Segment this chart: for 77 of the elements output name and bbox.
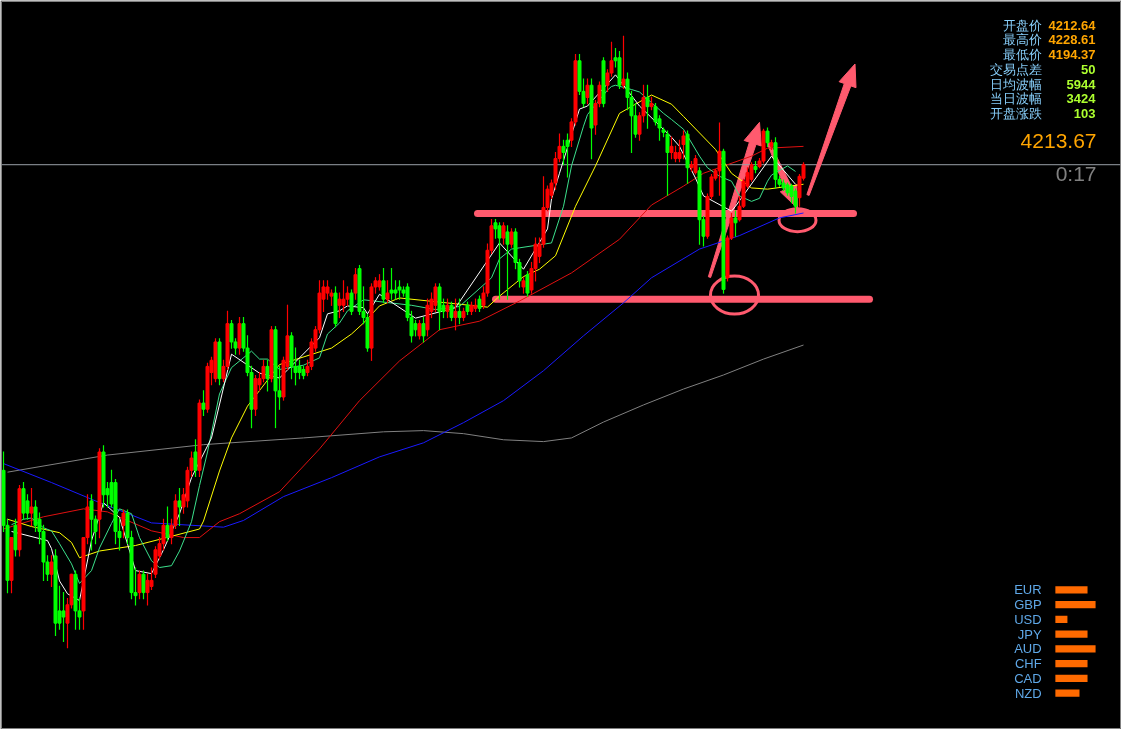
- candlestick: [717, 122, 722, 196]
- candlestick: [381, 268, 386, 303]
- candlestick: [177, 488, 182, 526]
- candlestick: [621, 35, 626, 89]
- bar: [1055, 600, 1096, 609]
- candlestick: [733, 210, 738, 237]
- candlestick: [565, 133, 570, 178]
- candlestick: [297, 359, 302, 380]
- candlestick: [393, 280, 398, 300]
- candlestick: [89, 494, 94, 551]
- text: 50: [1081, 61, 1096, 77]
- y-tick-label: USD: [1014, 611, 1042, 627]
- candlestick: [385, 280, 390, 303]
- candlestick: [585, 78, 590, 105]
- candlestick: [165, 506, 170, 542]
- text: 103: [1073, 106, 1096, 122]
- text: 0:17: [1055, 161, 1097, 185]
- y-tick-label: GBP: [1014, 597, 1042, 613]
- text: 交易点差: [989, 61, 1042, 77]
- candlestick: [681, 130, 686, 160]
- bar: [1055, 659, 1088, 668]
- text: 开盘价: [1002, 17, 1042, 33]
- candlestick: [29, 488, 34, 526]
- candlestick: [49, 555, 54, 588]
- candlestick: [337, 292, 342, 319]
- candlestick: [497, 222, 502, 300]
- text: 当日波幅: [989, 91, 1042, 107]
- candlestick: [349, 289, 354, 316]
- candlestick: [793, 188, 798, 214]
- candlestick: [457, 298, 462, 325]
- candlestick: [141, 570, 146, 600]
- candlestick: [765, 127, 770, 147]
- y-tick-label: JPY: [1017, 626, 1042, 642]
- candlestick: [645, 84, 650, 129]
- candlestick: [505, 225, 510, 300]
- y-tick-label: NZD: [1014, 685, 1042, 701]
- candlestick: [193, 439, 198, 478]
- bar: [1055, 645, 1096, 653]
- bar: [1055, 586, 1088, 594]
- text: 3424: [1066, 91, 1097, 107]
- candlestick: [509, 228, 514, 248]
- bar: [1055, 689, 1080, 697]
- text: 日均波幅: [989, 76, 1042, 92]
- text: 开盘涨跌: [989, 106, 1042, 122]
- y-tick-label: EUR: [1014, 582, 1042, 598]
- candlestick: [417, 319, 422, 340]
- bar: [1055, 674, 1088, 683]
- candlestick: [445, 298, 450, 319]
- candlestick: [397, 280, 402, 300]
- bar: [1055, 630, 1088, 638]
- candlestick: [693, 154, 698, 175]
- candlestick: [453, 298, 458, 331]
- candlestick: [61, 591, 66, 643]
- text: 5944: [1066, 76, 1097, 92]
- candlestick: [137, 570, 142, 600]
- candlestick: [665, 130, 670, 196]
- bar: [1055, 615, 1068, 624]
- candlestick: [121, 509, 126, 539]
- candlestick: [341, 280, 346, 312]
- candlestick: [201, 390, 206, 416]
- candlestick: [449, 301, 454, 322]
- candlestick: [389, 268, 394, 300]
- candlestick: [501, 222, 506, 245]
- candlestick: [525, 271, 530, 297]
- candlestick: [353, 268, 358, 300]
- text: 4194.37: [1048, 47, 1096, 63]
- text: 最低价: [1002, 47, 1042, 63]
- text: 4213.67: [1020, 129, 1097, 153]
- text: 4212.64: [1048, 17, 1097, 33]
- candlestick: [265, 359, 270, 392]
- text: 4228.61: [1048, 32, 1096, 48]
- candlestick: [669, 136, 674, 160]
- candlestick: [421, 316, 426, 343]
- text: 最高价: [1002, 32, 1042, 48]
- y-tick-label: AUD: [1014, 641, 1042, 657]
- y-tick-label: CAD: [1014, 670, 1042, 686]
- y-tick-label: CHF: [1014, 656, 1042, 672]
